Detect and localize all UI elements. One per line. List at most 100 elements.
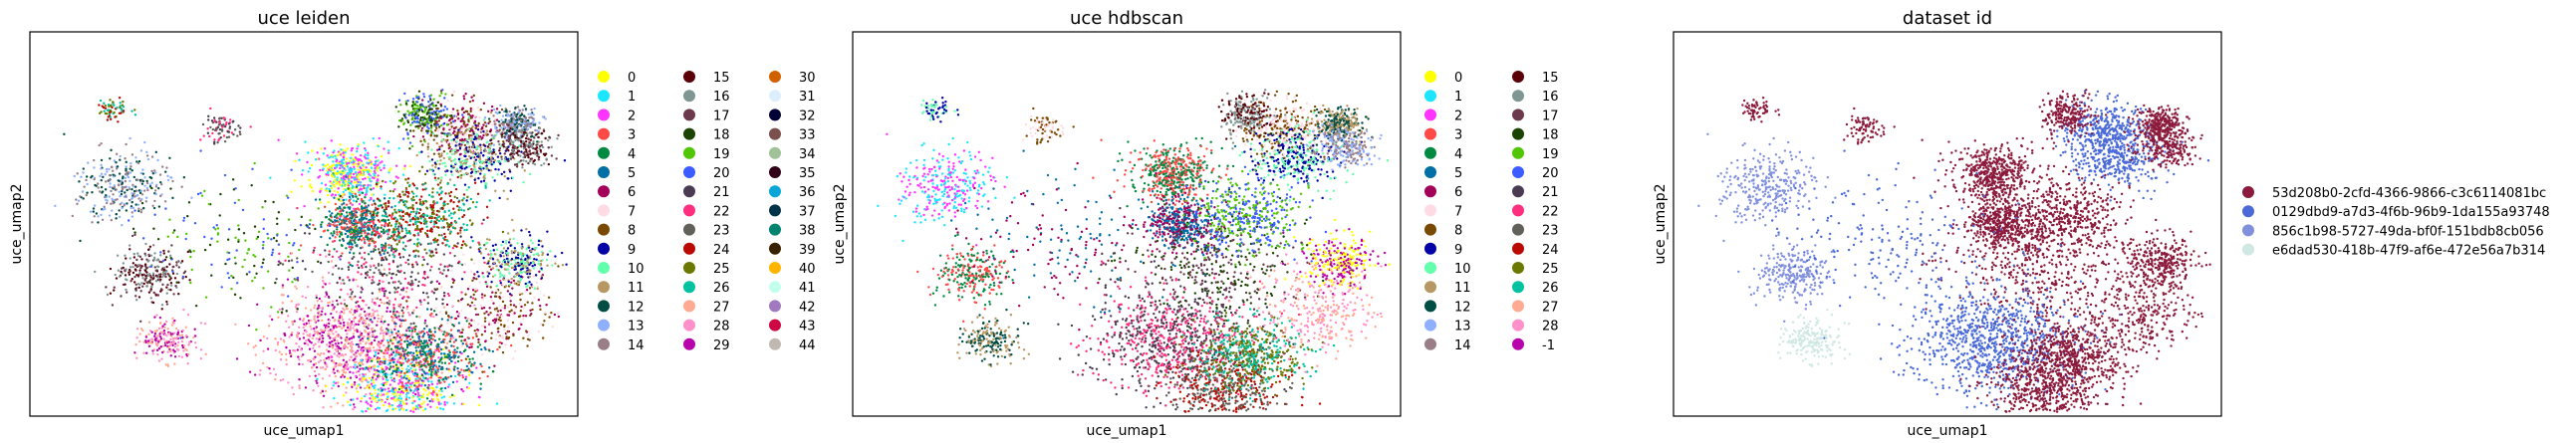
scatter-point	[449, 190, 453, 194]
scatter-point	[417, 255, 420, 258]
scatter-point	[492, 114, 495, 117]
scatter-point	[376, 214, 379, 217]
scatter-point	[341, 252, 344, 255]
scatter-point	[443, 238, 446, 241]
scatter-point	[392, 251, 395, 254]
scatter-point	[471, 201, 475, 204]
scatter-point	[406, 350, 410, 354]
scatter-point	[398, 306, 402, 309]
scatter-point	[320, 235, 323, 239]
scatter-point	[417, 211, 420, 215]
scatter-point	[505, 122, 509, 125]
scatter-point	[427, 368, 431, 372]
scatter-point	[416, 111, 420, 113]
scatter-point	[492, 108, 496, 111]
scatter-point	[339, 179, 342, 182]
scatter-point	[482, 133, 485, 137]
scatter-point	[439, 263, 442, 266]
scatter-point	[369, 179, 373, 183]
scatter-point	[349, 344, 353, 347]
scatter-point	[335, 171, 338, 174]
scatter-point	[473, 119, 477, 123]
scatter-point	[393, 225, 397, 228]
scatter-point	[447, 375, 450, 379]
scatter-point	[492, 150, 496, 154]
scatter-point	[374, 310, 377, 314]
scatter-point	[434, 370, 437, 373]
scatter-point	[418, 137, 422, 140]
scatter-point	[382, 403, 386, 407]
scatter-point	[386, 378, 389, 382]
scatter-point	[363, 211, 366, 214]
scatter-point	[421, 135, 425, 138]
scatter-point	[266, 365, 269, 369]
scatter-point	[415, 101, 419, 104]
scatter-point	[432, 172, 435, 176]
scatter-point	[309, 183, 312, 186]
scatter-point	[436, 382, 439, 385]
scatter-point	[340, 327, 344, 331]
scatter-point	[517, 111, 521, 114]
scatter-point	[479, 148, 483, 151]
scatter-point	[404, 178, 407, 181]
scatter-point	[439, 154, 442, 157]
scatter-point	[368, 228, 371, 231]
scatter-point	[349, 403, 352, 407]
scatter-point	[344, 344, 348, 348]
scatter-point	[462, 197, 465, 200]
scatter-point	[536, 140, 539, 143]
scatter-point	[309, 309, 313, 312]
scatter-point	[295, 304, 298, 307]
scatter-point	[373, 372, 376, 376]
scatter-point	[462, 203, 466, 206]
scatter-point	[429, 126, 433, 129]
scatter-point	[433, 134, 436, 137]
scatter-point	[479, 172, 482, 175]
scatter-point	[414, 349, 418, 352]
scatter-point	[369, 318, 373, 322]
scatter-point	[235, 357, 239, 360]
scatter-point	[415, 306, 418, 310]
scatter-point	[341, 169, 345, 173]
scatter-point	[269, 176, 272, 179]
scatter-point	[415, 207, 419, 210]
scatter-point	[363, 347, 367, 350]
scatter-point	[317, 352, 320, 355]
scatter-point	[368, 407, 372, 411]
scatter-point	[518, 128, 521, 132]
scatter-point	[369, 264, 372, 267]
scatter-point	[365, 214, 369, 217]
scatter-point	[432, 98, 435, 101]
scatter-point	[418, 316, 421, 319]
scatter-point	[414, 201, 418, 205]
scatter-point	[430, 382, 434, 386]
scatter-point	[387, 246, 390, 250]
scatter-point	[482, 102, 486, 106]
scatter-point	[504, 149, 508, 152]
scatter-point	[354, 352, 357, 355]
scatter-point	[401, 402, 405, 405]
scatter-point	[454, 220, 457, 224]
scatter-point	[331, 174, 334, 178]
scatter-point	[332, 332, 335, 335]
scatter-point	[379, 332, 383, 335]
scatter-point	[364, 193, 368, 196]
scatter-point	[374, 350, 378, 354]
scatter-point	[352, 219, 356, 223]
scatter-point	[414, 379, 417, 382]
scatter-point	[372, 210, 375, 213]
scatter-point	[432, 254, 435, 257]
scatter-point	[346, 162, 349, 165]
scatter-point	[330, 260, 334, 263]
scatter-point	[527, 161, 530, 165]
scatter-point	[417, 379, 420, 382]
scatter-point	[431, 400, 434, 403]
scatter-point	[550, 154, 554, 157]
scatter-point	[343, 221, 346, 225]
scatter-point	[290, 190, 293, 193]
scatter-point	[385, 258, 388, 261]
scatter-point	[374, 392, 377, 395]
scatter-point	[421, 352, 424, 356]
scatter-point	[315, 326, 318, 329]
scatter-point	[363, 325, 367, 328]
